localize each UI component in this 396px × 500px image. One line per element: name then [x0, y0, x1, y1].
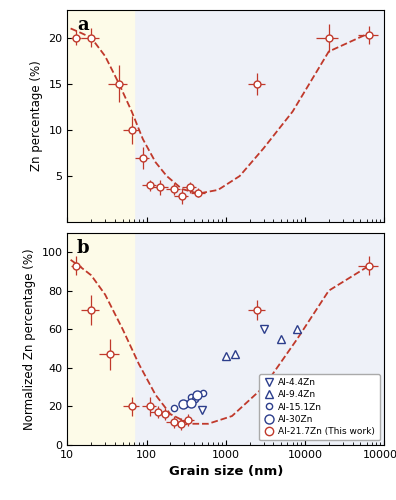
Y-axis label: Zn percentage (%): Zn percentage (%) — [30, 60, 43, 172]
Bar — [67, 10, 134, 222]
Legend: Al-4.4Zn, Al-9.4Zn, Al-15.1Zn, Al-30Zn, Al-21.7Zn (This work): Al-4.4Zn, Al-9.4Zn, Al-15.1Zn, Al-30Zn, … — [259, 374, 380, 440]
Text: a: a — [77, 16, 88, 34]
Y-axis label: Normalized Zn percentage (%): Normalized Zn percentage (%) — [23, 248, 36, 430]
Bar — [67, 233, 134, 445]
Text: b: b — [77, 239, 89, 257]
X-axis label: Grain size (nm): Grain size (nm) — [169, 466, 283, 478]
